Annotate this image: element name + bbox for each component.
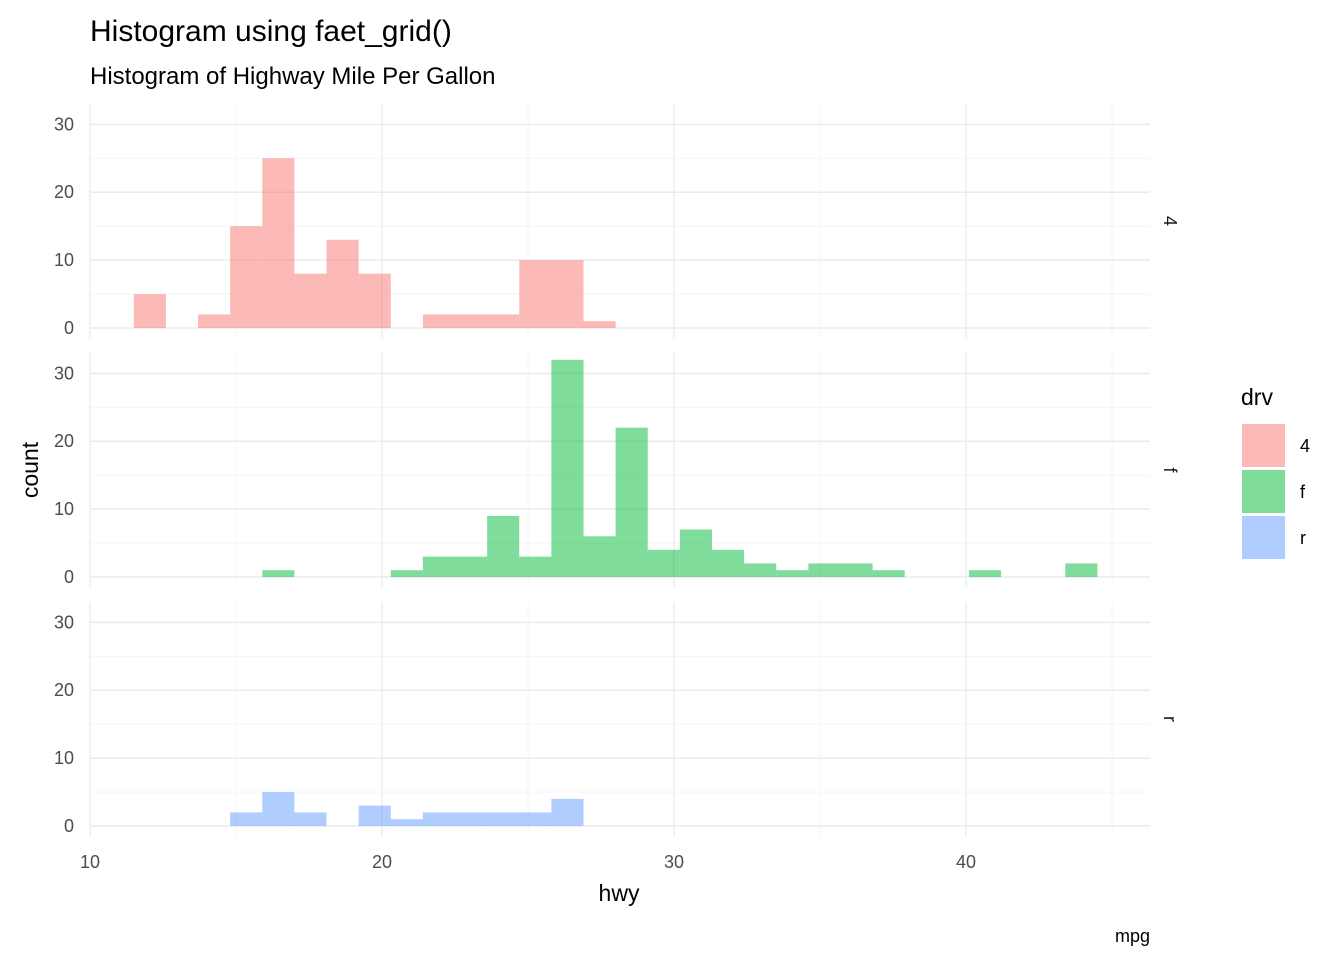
histogram-bar	[230, 812, 263, 826]
y-tick-label: 20	[54, 182, 74, 202]
x-tick-label: 40	[956, 852, 976, 872]
facet-panel-4: 0 10 20 30 4	[54, 104, 1180, 338]
facet-panel-r: 0 10 20 30 r	[54, 602, 1180, 836]
legend-label-r: r	[1300, 528, 1306, 548]
x-tick-label: 10	[80, 852, 100, 872]
histogram-bar	[615, 427, 648, 577]
y-tick-label: 20	[54, 680, 74, 700]
legend-key-r	[1242, 516, 1285, 559]
histogram-bar	[519, 260, 552, 328]
chart-caption: mpg	[1115, 926, 1150, 946]
histogram-bar	[968, 570, 1002, 577]
legend-title: drv	[1241, 384, 1273, 410]
legend-label-4: 4	[1300, 436, 1310, 456]
histogram-bar	[487, 314, 520, 328]
histogram-bar	[294, 273, 327, 328]
chart-subtitle: Histogram of Highway Mile Per Gallon	[90, 63, 495, 90]
y-axis-title: count	[17, 441, 43, 498]
legend: drv 4 f r	[1241, 384, 1310, 559]
histogram-bar	[872, 570, 905, 577]
legend-key-f	[1242, 470, 1285, 513]
histogram-bar	[422, 314, 456, 328]
histogram-bar	[133, 294, 166, 328]
histogram-bar	[487, 812, 520, 826]
histogram-bar	[519, 556, 552, 577]
histogram-bar	[358, 805, 391, 826]
facet-strip-label: 4	[1160, 216, 1180, 226]
histogram-bar	[583, 321, 616, 328]
histogram-bar	[230, 226, 263, 328]
y-tick-label: 0	[64, 816, 74, 836]
histogram-bar	[679, 529, 712, 577]
y-tick-label: 10	[54, 499, 74, 519]
y-tick-label: 30	[54, 612, 74, 632]
legend-key-4	[1242, 424, 1285, 467]
histogram-bar	[519, 812, 552, 826]
facet-strip-label: r	[1160, 716, 1180, 722]
histogram-bar	[422, 556, 456, 577]
y-tick-label: 30	[54, 363, 74, 383]
facet-panel-f: 0 10 20 30 f	[54, 353, 1180, 587]
legend-items: 4 f r	[1242, 424, 1310, 559]
histogram-bar	[1065, 563, 1098, 577]
histogram-bar	[711, 549, 745, 577]
histogram-bar	[198, 314, 231, 328]
x-tick-label: 30	[664, 852, 684, 872]
x-axis: 10 20 30 40	[80, 852, 976, 872]
histogram-bar	[840, 563, 873, 577]
chart-title: Histogram using faet_grid()	[90, 15, 452, 48]
y-tick-label: 10	[54, 250, 74, 270]
histogram-bar	[358, 273, 391, 328]
histogram-bar	[422, 812, 456, 826]
histogram-bar	[551, 798, 584, 826]
histogram-bar	[326, 239, 359, 328]
histogram-bar	[487, 515, 520, 577]
histogram-bar	[262, 570, 295, 577]
x-tick-label: 20	[372, 852, 392, 872]
histogram-bar	[776, 570, 809, 577]
histogram-bar	[262, 158, 295, 328]
histogram-bar	[551, 359, 584, 577]
histogram-bar	[455, 556, 488, 577]
y-tick-label: 30	[54, 114, 74, 134]
histogram-bar	[744, 563, 777, 577]
y-tick-label: 0	[64, 567, 74, 587]
histogram-bar	[455, 812, 488, 826]
histogram-bar	[551, 260, 584, 328]
y-tick-label: 0	[64, 318, 74, 338]
histogram-bar	[262, 792, 295, 826]
histogram-bar	[647, 549, 680, 577]
histogram-bar	[808, 563, 841, 577]
facet-strip-label: f	[1160, 467, 1180, 473]
histogram-bar	[390, 819, 423, 826]
legend-label-f: f	[1300, 482, 1306, 502]
histogram-bar	[294, 812, 327, 826]
histogram-bar	[455, 314, 488, 328]
histogram-bar	[583, 536, 616, 577]
y-tick-label: 20	[54, 431, 74, 451]
y-tick-label: 10	[54, 748, 74, 768]
x-axis-title: hwy	[599, 880, 640, 906]
histogram-bar	[390, 570, 423, 577]
